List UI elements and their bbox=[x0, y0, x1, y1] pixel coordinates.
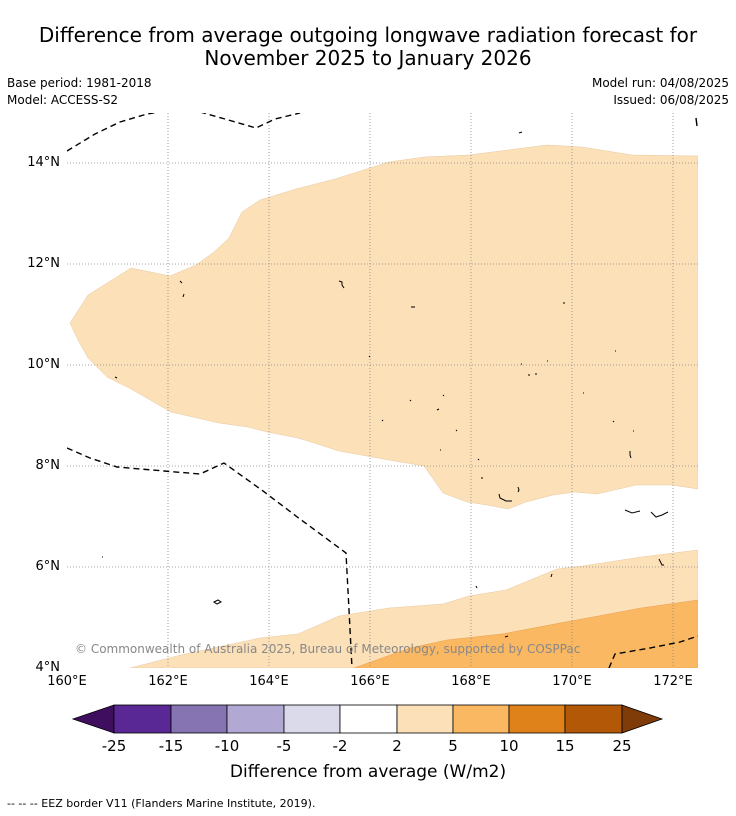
colorbar-segment bbox=[508, 704, 566, 734]
lon-label: 164°E bbox=[249, 674, 289, 689]
colorbar-tick-label: -10 bbox=[214, 737, 240, 755]
colorbar-tick-label: 2 bbox=[392, 737, 402, 755]
copyright-notice: © Commonwealth of Australia 2025, Bureau… bbox=[75, 642, 580, 656]
colorbar-tick-label: 15 bbox=[555, 737, 575, 755]
eez-borders bbox=[67, 113, 698, 668]
colorbar-tick-label: -5 bbox=[276, 737, 292, 755]
model-name: Model: ACCESS-S2 bbox=[7, 93, 119, 107]
colorbar-segment bbox=[170, 704, 228, 734]
colorbar-segment bbox=[396, 704, 454, 734]
anomaly-region-5-10-south bbox=[353, 599, 698, 668]
lon-label: 172°E bbox=[653, 674, 693, 689]
issued-date: Issued: 06/08/2025 bbox=[613, 93, 729, 107]
lon-label: 166°E bbox=[350, 674, 390, 689]
lon-label: 168°E bbox=[451, 674, 491, 689]
lat-label: 4°N bbox=[35, 660, 61, 675]
colorbar-segment bbox=[283, 704, 341, 734]
colorbar bbox=[71, 704, 664, 734]
colorbar-tick-label: 5 bbox=[448, 737, 458, 755]
lon-label: 162°E bbox=[148, 674, 188, 689]
lat-label: 12°N bbox=[27, 256, 60, 271]
colorbar-tick-label: 10 bbox=[499, 737, 519, 755]
eez-legend: -- -- -- EEZ border V11 (Flanders Marine… bbox=[7, 797, 316, 810]
lat-label: 6°N bbox=[35, 559, 61, 574]
base-period: Base period: 1981-2018 bbox=[7, 76, 152, 90]
model-run: Model run: 04/08/2025 bbox=[591, 76, 729, 90]
colorbar-title: Difference from average (W/m2) bbox=[229, 762, 507, 782]
island-outlines bbox=[102, 131, 669, 638]
gridlines bbox=[67, 113, 698, 668]
colorbar-tick-label: -25 bbox=[101, 737, 127, 755]
colorbar-segment bbox=[339, 704, 398, 734]
colorbar-segment bbox=[226, 704, 285, 734]
colorbar-extend-high bbox=[621, 704, 664, 734]
lon-label: 170°E bbox=[552, 674, 592, 689]
title-line-1: Difference from average outgoing longwav… bbox=[38, 23, 698, 47]
colorbar-tick-label: -2 bbox=[332, 737, 348, 755]
lat-label: 14°N bbox=[27, 155, 60, 170]
colorbar-segment bbox=[113, 704, 172, 734]
colorbar-extend-low bbox=[71, 704, 115, 734]
title-line-2: November 2025 to January 2026 bbox=[204, 46, 532, 70]
colorbar-tick-label: -15 bbox=[158, 737, 184, 755]
lon-label: 160°E bbox=[47, 674, 87, 689]
colorbar-segment bbox=[452, 704, 510, 734]
colorbar-segment bbox=[564, 704, 623, 734]
lat-label: 10°N bbox=[27, 357, 60, 372]
lat-label: 8°N bbox=[35, 458, 61, 473]
colorbar-tick-label: 25 bbox=[612, 737, 632, 755]
anomaly-region-2-5-north bbox=[69, 144, 698, 510]
